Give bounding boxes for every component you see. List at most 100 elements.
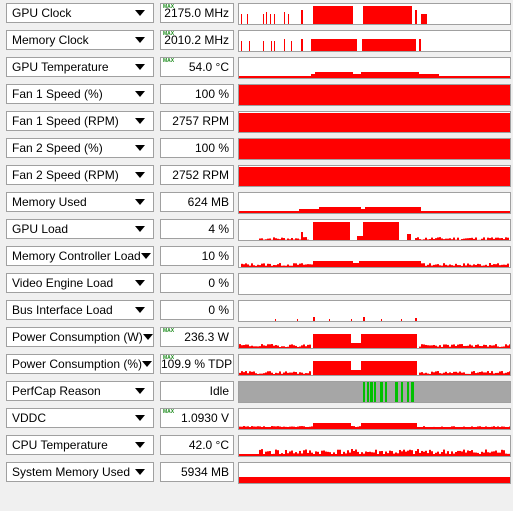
sensor-select[interactable]: System Memory Used: [6, 462, 154, 482]
sensor-label: Power Consumption (%): [12, 357, 143, 371]
sensor-select[interactable]: CPU Temperature: [6, 435, 154, 455]
sensor-graph[interactable]: [238, 30, 511, 52]
sensor-row: GPU Load 4 %: [0, 216, 513, 243]
dropdown-arrow-icon[interactable]: [135, 469, 145, 475]
dropdown-arrow-icon[interactable]: [135, 10, 145, 16]
sensor-value-text: 2010.2 MHz: [164, 33, 229, 47]
sensor-select[interactable]: Fan 2 Speed (RPM): [6, 165, 154, 185]
sensor-value: 2752 RPM: [160, 165, 234, 185]
sensor-label: System Memory Used: [12, 465, 131, 479]
dropdown-arrow-icon[interactable]: [135, 91, 145, 97]
sensor-select[interactable]: Fan 2 Speed (%): [6, 138, 154, 158]
sensor-value-text: 2752 RPM: [172, 168, 229, 182]
sensor-row: CPU Temperature 42.0 °C: [0, 432, 513, 459]
sensor-select[interactable]: GPU Clock: [6, 3, 154, 23]
sensor-row: Fan 1 Speed (%) 100 %: [0, 81, 513, 108]
dropdown-arrow-icon[interactable]: [142, 334, 153, 340]
sensor-select[interactable]: Bus Interface Load: [6, 300, 154, 320]
sensor-value-text: Idle: [209, 384, 229, 398]
sensor-value-text: 624 MB: [187, 195, 229, 209]
sensor-history-graph: [239, 167, 510, 186]
sensor-value: MAX 2010.2 MHz: [160, 30, 234, 50]
sensor-graph[interactable]: [238, 57, 511, 79]
sensor-select[interactable]: Video Engine Load: [6, 273, 154, 293]
sensor-row: GPU Temperature MAX 54.0 °C: [0, 54, 513, 81]
sensor-row: VDDC MAX 1.0930 V: [0, 405, 513, 432]
max-indicator: MAX: [163, 355, 175, 361]
sensor-select[interactable]: PerfCap Reason: [6, 381, 154, 401]
dropdown-arrow-icon[interactable]: [135, 388, 145, 394]
sensor-value: 2757 RPM: [160, 111, 234, 131]
sensor-select[interactable]: Memory Used: [6, 192, 154, 212]
sensor-graph[interactable]: [238, 192, 511, 214]
sensor-history-graph: [239, 382, 510, 402]
sensor-select[interactable]: Power Consumption (%): [6, 354, 154, 374]
dropdown-arrow-icon[interactable]: [135, 307, 145, 313]
sensor-select[interactable]: Memory Clock: [6, 30, 154, 50]
sensor-label: Fan 1 Speed (RPM): [12, 114, 119, 128]
sensor-history-graph: [239, 361, 510, 375]
sensor-value-text: 2757 RPM: [172, 114, 229, 128]
sensor-select[interactable]: GPU Temperature: [6, 57, 154, 77]
dropdown-arrow-icon[interactable]: [135, 415, 145, 421]
sensor-select[interactable]: Fan 1 Speed (RPM): [6, 111, 154, 131]
sensor-row: Memory Controller Load 10 %: [0, 243, 513, 270]
sensor-graph[interactable]: [238, 219, 511, 241]
sensor-select[interactable]: Power Consumption (W): [6, 327, 154, 347]
sensor-value: 5934 MB: [160, 462, 234, 482]
sensor-row: Power Consumption (W) MAX 236.3 W: [0, 324, 513, 351]
sensor-graph[interactable]: [238, 165, 511, 187]
sensor-graph[interactable]: [238, 462, 511, 484]
sensor-label: Video Engine Load: [12, 276, 114, 290]
sensor-graph[interactable]: [238, 3, 511, 25]
dropdown-arrow-icon[interactable]: [135, 145, 145, 151]
sensor-select[interactable]: GPU Load: [6, 219, 154, 239]
dropdown-arrow-icon[interactable]: [135, 280, 145, 286]
sensor-select[interactable]: Memory Controller Load: [6, 246, 154, 266]
dropdown-arrow-icon[interactable]: [140, 253, 151, 259]
sensor-graph[interactable]: [238, 84, 511, 106]
sensor-value: 42.0 °C: [160, 435, 234, 455]
dropdown-arrow-icon[interactable]: [142, 361, 153, 367]
sensor-value-text: 0 %: [208, 303, 229, 317]
sensor-label: Memory Controller Load: [12, 249, 141, 263]
dropdown-arrow-icon[interactable]: [135, 37, 145, 43]
sensor-value-text: 0 %: [208, 276, 229, 290]
sensor-value-text: 5934 MB: [180, 465, 229, 479]
sensor-row: Power Consumption (%) MAX 109.9 % TDP: [0, 351, 513, 378]
dropdown-arrow-icon[interactable]: [135, 442, 145, 448]
sensor-value: 624 MB: [160, 192, 234, 212]
sensor-graph[interactable]: [238, 327, 511, 349]
sensor-graph[interactable]: [238, 435, 511, 457]
sensor-graph[interactable]: [238, 246, 511, 268]
sensor-select[interactable]: Fan 1 Speed (%): [6, 84, 154, 104]
max-indicator: MAX: [163, 409, 175, 415]
sensor-row: PerfCap Reason Idle: [0, 378, 513, 405]
dropdown-arrow-icon[interactable]: [135, 199, 145, 205]
sensor-select[interactable]: VDDC: [6, 408, 154, 428]
sensor-label: Memory Used: [12, 195, 87, 209]
sensor-graph[interactable]: [238, 111, 511, 133]
sensor-graph[interactable]: [238, 408, 511, 430]
sensor-label: PerfCap Reason: [12, 384, 101, 398]
sensor-row: Bus Interface Load 0 %: [0, 297, 513, 324]
max-indicator: MAX: [163, 31, 175, 37]
sensor-value: 0 %: [160, 273, 234, 293]
dropdown-arrow-icon[interactable]: [135, 64, 145, 70]
max-indicator: MAX: [163, 4, 175, 10]
sensor-value: MAX 1.0930 V: [160, 408, 234, 428]
sensor-history-graph: [239, 139, 510, 159]
dropdown-arrow-icon[interactable]: [135, 118, 145, 124]
sensor-value: 0 %: [160, 300, 234, 320]
sensor-label: VDDC: [12, 411, 47, 425]
dropdown-arrow-icon[interactable]: [135, 172, 145, 178]
sensor-row: Fan 2 Speed (RPM) 2752 RPM: [0, 162, 513, 189]
sensor-graph[interactable]: [238, 138, 511, 160]
sensor-graph[interactable]: [238, 381, 511, 403]
sensor-graph[interactable]: [238, 273, 511, 295]
sensor-graph[interactable]: [238, 300, 511, 322]
dropdown-arrow-icon[interactable]: [135, 226, 145, 232]
sensor-graph[interactable]: [238, 354, 511, 376]
sensor-value: 100 %: [160, 84, 234, 104]
sensor-label: GPU Load: [12, 222, 69, 236]
